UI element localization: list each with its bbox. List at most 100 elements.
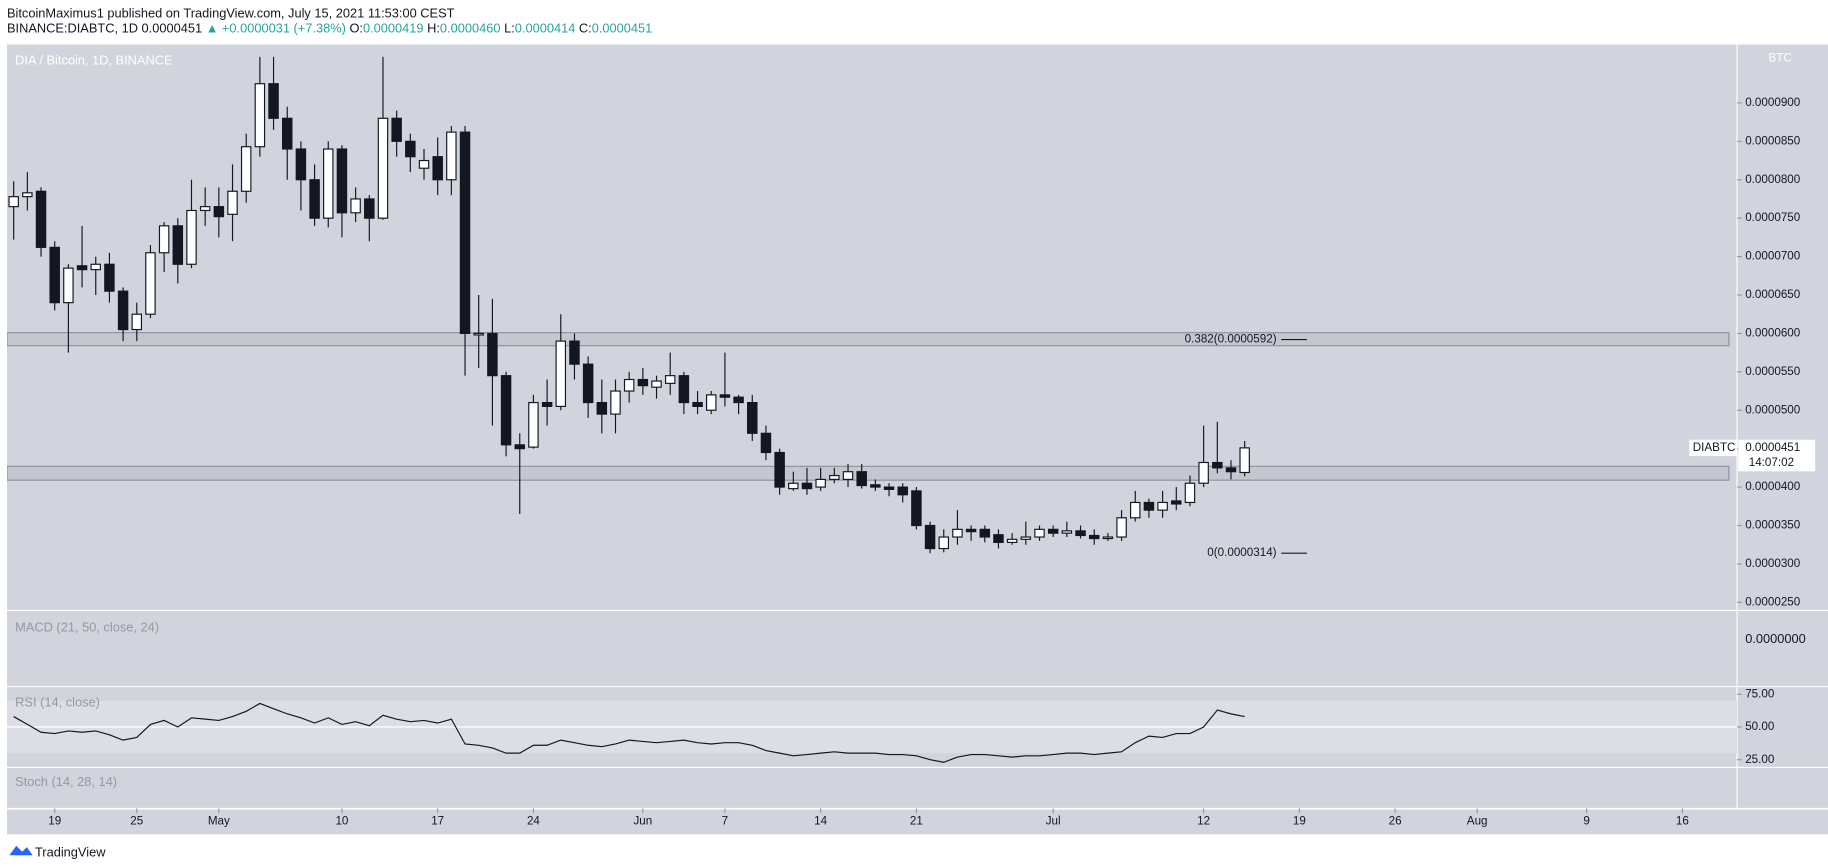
- price-tag-symbol-box: [1689, 439, 1738, 457]
- y-tick-label: 0.0000350: [1745, 519, 1801, 532]
- candle-body: [979, 528, 991, 538]
- y-tick-label: 0.0000700: [1745, 250, 1801, 263]
- candle-body: [965, 528, 977, 533]
- candle-body: [856, 471, 867, 487]
- candle-body: [1157, 501, 1168, 511]
- candle-body: [541, 401, 553, 407]
- y-tick-label: 0.0000600: [1745, 326, 1801, 339]
- candle-body: [1130, 501, 1141, 519]
- candle-body: [487, 332, 498, 377]
- candle-body: [610, 390, 621, 415]
- rsi-pane: [6, 700, 1738, 763]
- candle-body: [815, 478, 826, 488]
- x-tick-label: 19: [1293, 814, 1306, 827]
- y-tick-label: 0.0000750: [1745, 211, 1801, 224]
- candle-body: [63, 267, 74, 304]
- x-tick-label: 9: [1583, 814, 1589, 827]
- x-tick-label: 19: [48, 814, 61, 827]
- x-tick-label: 7: [722, 814, 728, 827]
- y-tick-label: 0.0000650: [1745, 288, 1801, 301]
- candle-body: [1061, 530, 1073, 534]
- candle-body: [788, 482, 799, 490]
- candle-body: [90, 263, 101, 271]
- x-tick-label: 14: [814, 814, 827, 827]
- candle-body: [883, 486, 895, 490]
- candle-body: [49, 246, 60, 304]
- h-label: H:: [427, 21, 440, 36]
- candle-body: [35, 190, 47, 248]
- y-tick-label: 0.0000250: [1745, 595, 1801, 608]
- candle-body: [555, 340, 567, 407]
- time-axis: [6, 809, 1828, 835]
- candle-body: [240, 146, 252, 192]
- candle-body: [747, 401, 758, 434]
- candle-body: [1198, 461, 1209, 484]
- candle-body: [8, 196, 19, 208]
- candle-body: [295, 148, 307, 181]
- candle-body: [199, 206, 211, 212]
- candle-body: [1088, 534, 1100, 540]
- l-value: 0.0000414: [515, 21, 576, 36]
- candle-body: [719, 394, 731, 398]
- candle-body: [446, 131, 457, 181]
- candle-body: [870, 484, 881, 488]
- o-label: O:: [349, 21, 363, 36]
- x-tick-label: 16: [1676, 814, 1689, 827]
- candle-body: [227, 190, 238, 215]
- candle-body: [1020, 536, 1032, 540]
- fib-label: 0(0.0000314): [1207, 546, 1276, 559]
- rsi-line: [13, 702, 1245, 763]
- candle-body: [651, 380, 662, 388]
- x-tick-label: Jun: [633, 814, 652, 827]
- candle-body: [1212, 461, 1223, 469]
- candle-body: [377, 117, 389, 219]
- candle-body: [405, 140, 416, 158]
- candle-body: [938, 536, 950, 550]
- y-tick-label: 75.00: [1745, 687, 1775, 700]
- candle-body: [432, 156, 443, 181]
- candle-body: [1143, 501, 1155, 511]
- candle-body: [1171, 500, 1182, 505]
- candle-body: [1102, 536, 1114, 540]
- x-tick-label: Aug: [1467, 814, 1488, 827]
- candle-body: [364, 198, 375, 219]
- y-tick-label: 0.0000900: [1745, 96, 1801, 109]
- brand-logo: [9, 845, 33, 856]
- candle-body: [281, 117, 293, 150]
- candle-body: [213, 206, 225, 218]
- candle-body: [623, 378, 635, 392]
- candle-body: [678, 375, 690, 404]
- macd-title: MACD (21, 50, close, 24): [15, 619, 159, 634]
- symbol: BINANCE:DIABTC, 1D: [7, 21, 138, 36]
- candle-body: [1034, 528, 1045, 538]
- candle-body: [1047, 528, 1059, 534]
- candle-body: [391, 117, 402, 142]
- chart-area: [6, 44, 1828, 809]
- y-tick-label: 0.0000300: [1745, 557, 1801, 570]
- candle-body: [924, 524, 936, 550]
- candle-body: [569, 340, 580, 365]
- l-label: L:: [504, 21, 515, 36]
- zone: [6, 332, 1730, 347]
- candle-body: [76, 265, 88, 271]
- chart-title: DIA / Bitcoin, 1D, BINANCE: [15, 52, 173, 67]
- x-tick-label: Jul: [1046, 814, 1061, 827]
- candle-body: [993, 534, 1004, 543]
- zone: [6, 465, 1730, 481]
- fib-label: 0.382(0.0000592): [1185, 333, 1277, 346]
- y-tick-label: 0.0000800: [1745, 173, 1801, 186]
- macd-axis-label: 0.0000000: [1745, 631, 1806, 646]
- candle-body: [1239, 447, 1250, 474]
- candle-body: [268, 83, 279, 119]
- candle-body: [459, 131, 471, 334]
- x-tick-label: 12: [1197, 814, 1210, 827]
- o-value: 0.0000419: [363, 21, 424, 36]
- candle-body: [186, 209, 197, 265]
- x-tick-label: 25: [130, 814, 143, 827]
- candle-body: [692, 401, 703, 407]
- x-tick-label: 24: [527, 814, 540, 827]
- candle-body: [145, 252, 156, 315]
- candle-body: [158, 225, 170, 254]
- y-tick-label: 0.0000500: [1745, 403, 1801, 416]
